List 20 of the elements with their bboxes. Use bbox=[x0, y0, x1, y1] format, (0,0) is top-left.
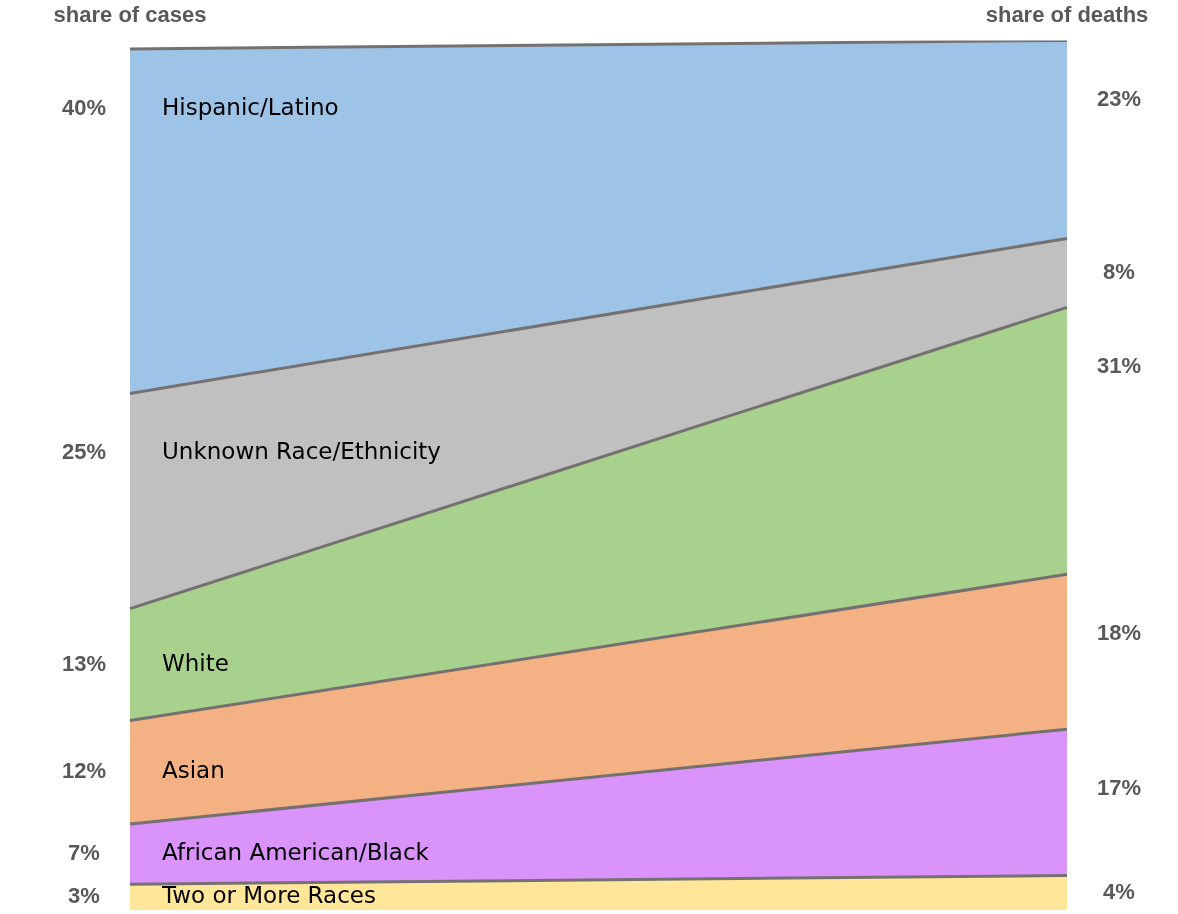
data-label: 8% bbox=[1103, 258, 1135, 284]
data-label: 17% bbox=[1096, 775, 1142, 801]
data-label: 40% bbox=[61, 95, 107, 121]
series-label: Two or More Races bbox=[161, 882, 376, 909]
data-label: 4% bbox=[1103, 878, 1135, 904]
data-label: 13% bbox=[61, 650, 107, 676]
series-label: Hispanic/Latino bbox=[162, 93, 339, 120]
data-label: 25% bbox=[61, 439, 107, 465]
data-label: 3% bbox=[68, 883, 100, 909]
data-label: 12% bbox=[61, 758, 107, 784]
x-tick-label: share of cases bbox=[53, 2, 207, 28]
data-label: 18% bbox=[1096, 620, 1142, 646]
x-tick-label: share of deaths bbox=[985, 2, 1149, 28]
series-label: Asian bbox=[162, 757, 225, 784]
data-label: 31% bbox=[1096, 353, 1142, 379]
series-label: Unknown Race/Ethnicity bbox=[162, 438, 441, 465]
series-label: African American/Black bbox=[162, 839, 430, 865]
data-label: 23% bbox=[1096, 86, 1142, 112]
series-label: White bbox=[162, 649, 229, 676]
data-label: 7% bbox=[68, 840, 100, 866]
